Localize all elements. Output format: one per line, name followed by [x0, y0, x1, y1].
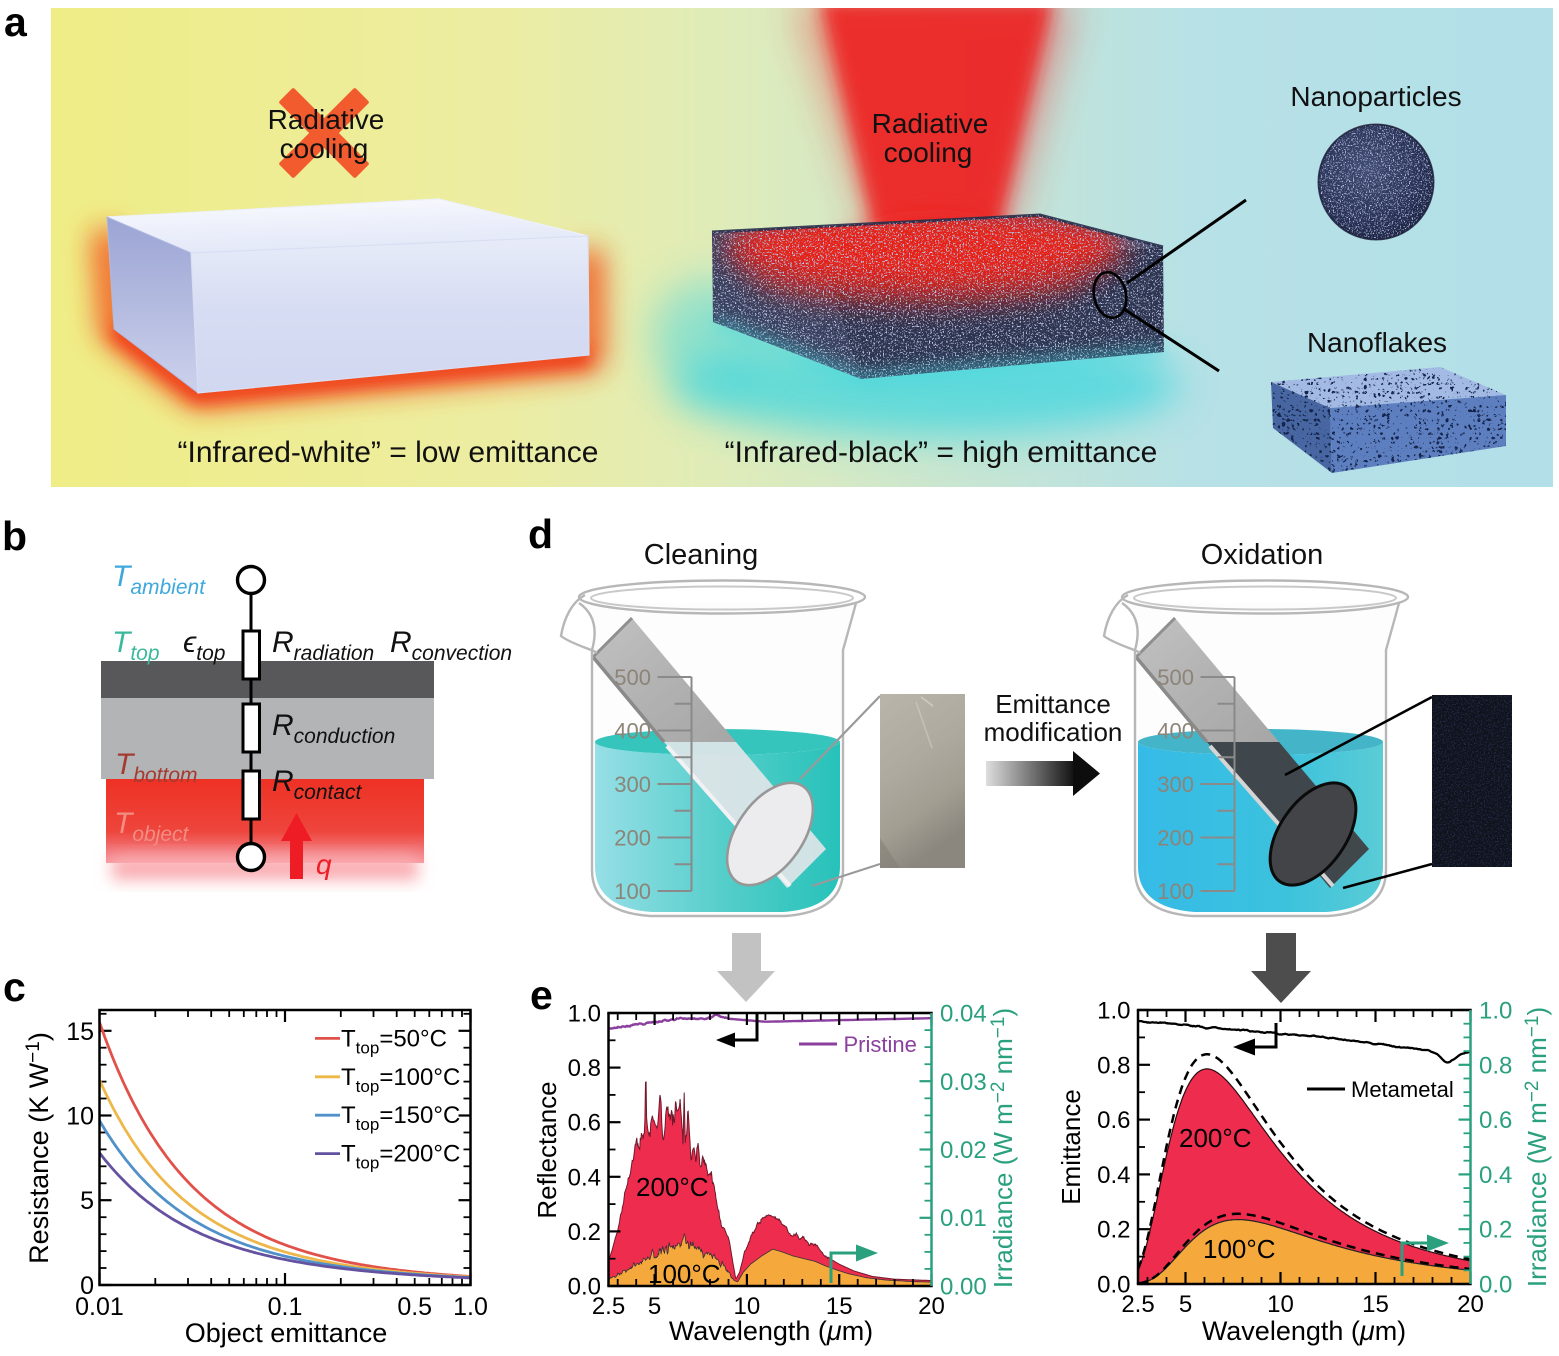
svg-text:5: 5 [648, 1293, 661, 1320]
svg-text:Reflectance: Reflectance [532, 1081, 562, 1218]
svg-text:0.6: 0.6 [1097, 1107, 1130, 1134]
svg-text:0.4: 0.4 [568, 1164, 601, 1191]
svg-text:200°C: 200°C [1179, 1123, 1252, 1153]
svg-text:Ttop: Ttop [112, 626, 160, 665]
svg-text:400: 400 [1157, 719, 1194, 744]
svg-text:d: d [528, 511, 553, 557]
svg-text:Radiative: Radiative [268, 104, 385, 135]
svg-text:100°C: 100°C [1203, 1234, 1276, 1264]
svg-text:100: 100 [1157, 879, 1194, 904]
svg-text:500: 500 [614, 665, 651, 690]
svg-text:Rradiation: Rradiation [272, 626, 374, 665]
svg-text:Radiative: Radiative [872, 108, 989, 139]
svg-text:Wavelength (μm): Wavelength (μm) [669, 1316, 873, 1346]
svg-text:10: 10 [1267, 1291, 1294, 1318]
svg-text:Nanoflakes: Nanoflakes [1307, 327, 1447, 358]
svg-text:“Infrared-white” = low emittan: “Infrared-white” = low emittance [178, 436, 599, 469]
svg-text:0.2: 0.2 [568, 1219, 601, 1246]
svg-text:0.8: 0.8 [1097, 1052, 1130, 1079]
svg-text:modification: modification [984, 717, 1123, 747]
svg-text:15: 15 [826, 1293, 853, 1320]
svg-text:Emittance: Emittance [995, 689, 1111, 719]
svg-text:e: e [530, 972, 553, 1018]
svg-text:Irradiance (W m−2 nm−1): Irradiance (W m−2 nm−1) [988, 1008, 1018, 1288]
svg-text:ϵtop: ϵtop [183, 626, 225, 665]
svg-text:1.0: 1.0 [453, 1293, 488, 1321]
svg-text:0.00: 0.00 [940, 1274, 987, 1301]
svg-text:0.8: 0.8 [1479, 1052, 1512, 1079]
svg-text:Pristine: Pristine [844, 1032, 917, 1057]
svg-text:0.4: 0.4 [1479, 1162, 1512, 1189]
svg-text:Ttop=100°C: Ttop=100°C [341, 1064, 460, 1096]
svg-text:Irradiance (W m−2 nm−1): Irradiance (W m−2 nm−1) [1522, 1007, 1552, 1287]
svg-text:200: 200 [614, 826, 651, 851]
svg-text:0.04: 0.04 [940, 1001, 987, 1028]
svg-text:0.0: 0.0 [1097, 1272, 1130, 1299]
svg-text:2.5: 2.5 [592, 1293, 625, 1320]
svg-text:0.03: 0.03 [940, 1069, 987, 1096]
svg-text:Rconvection: Rconvection [390, 626, 512, 665]
svg-text:Tambient: Tambient [112, 560, 206, 599]
svg-text:15: 15 [66, 1018, 94, 1046]
svg-text:0.01: 0.01 [940, 1205, 987, 1232]
svg-text:cooling: cooling [280, 133, 369, 164]
svg-text:1.0: 1.0 [1479, 998, 1512, 1025]
svg-text:0.01: 0.01 [75, 1293, 124, 1321]
svg-text:300: 300 [614, 772, 651, 797]
svg-text:0: 0 [80, 1272, 94, 1300]
svg-text:Ttop=50°C: Ttop=50°C [341, 1025, 447, 1057]
svg-text:Ttop=200°C: Ttop=200°C [341, 1141, 460, 1173]
svg-text:0.8: 0.8 [568, 1055, 601, 1082]
svg-text:0.6: 0.6 [1479, 1107, 1512, 1134]
svg-text:0.5: 0.5 [397, 1293, 432, 1321]
svg-text:Cleaning: Cleaning [644, 539, 758, 571]
svg-text:Resistance (K W−1): Resistance (K W−1) [23, 1032, 54, 1264]
svg-text:q: q [316, 849, 332, 880]
svg-text:20: 20 [1457, 1291, 1484, 1318]
svg-text:2.5: 2.5 [1121, 1291, 1154, 1318]
svg-text:5: 5 [80, 1187, 94, 1215]
svg-text:0.0: 0.0 [568, 1274, 601, 1301]
svg-text:100°C: 100°C [648, 1259, 721, 1289]
svg-text:200°C: 200°C [636, 1172, 709, 1202]
svg-text:Metametal: Metametal [1351, 1077, 1454, 1102]
svg-text:300: 300 [1157, 772, 1194, 797]
svg-text:500: 500 [1157, 665, 1194, 690]
svg-text:0.2: 0.2 [1479, 1217, 1512, 1244]
svg-text:Object emittance: Object emittance [185, 1318, 388, 1348]
svg-text:1.0: 1.0 [568, 1001, 601, 1028]
svg-text:Nanoparticles: Nanoparticles [1290, 81, 1461, 112]
svg-text:0.1: 0.1 [268, 1293, 303, 1321]
svg-text:0.02: 0.02 [940, 1137, 987, 1164]
svg-text:20: 20 [918, 1293, 945, 1320]
svg-text:1.0: 1.0 [1097, 998, 1130, 1025]
svg-text:10: 10 [66, 1103, 94, 1131]
svg-text:c: c [3, 964, 26, 1010]
svg-text:0.2: 0.2 [1097, 1217, 1130, 1244]
svg-text:a: a [4, 0, 28, 45]
svg-text:400: 400 [614, 719, 651, 744]
svg-text:Tbottom: Tbottom [115, 748, 198, 787]
svg-text:Ttop=150°C: Ttop=150°C [341, 1102, 460, 1134]
svg-text:15: 15 [1362, 1291, 1389, 1318]
svg-text:0.0: 0.0 [1479, 1272, 1512, 1299]
svg-text:Emittance: Emittance [1056, 1089, 1086, 1205]
svg-text:0.4: 0.4 [1097, 1162, 1130, 1189]
svg-text:5: 5 [1179, 1291, 1192, 1318]
svg-text:Oxidation: Oxidation [1201, 539, 1324, 571]
svg-text:100: 100 [614, 879, 651, 904]
svg-text:10: 10 [734, 1293, 761, 1320]
svg-text:“Infrared-black” = high emitta: “Infrared-black” = high emittance [725, 436, 1158, 469]
svg-text:cooling: cooling [884, 137, 973, 168]
svg-text:0.6: 0.6 [568, 1110, 601, 1137]
svg-text:b: b [2, 513, 27, 559]
svg-text:200: 200 [1157, 826, 1194, 851]
svg-text:Wavelength (μm): Wavelength (μm) [1202, 1316, 1406, 1346]
